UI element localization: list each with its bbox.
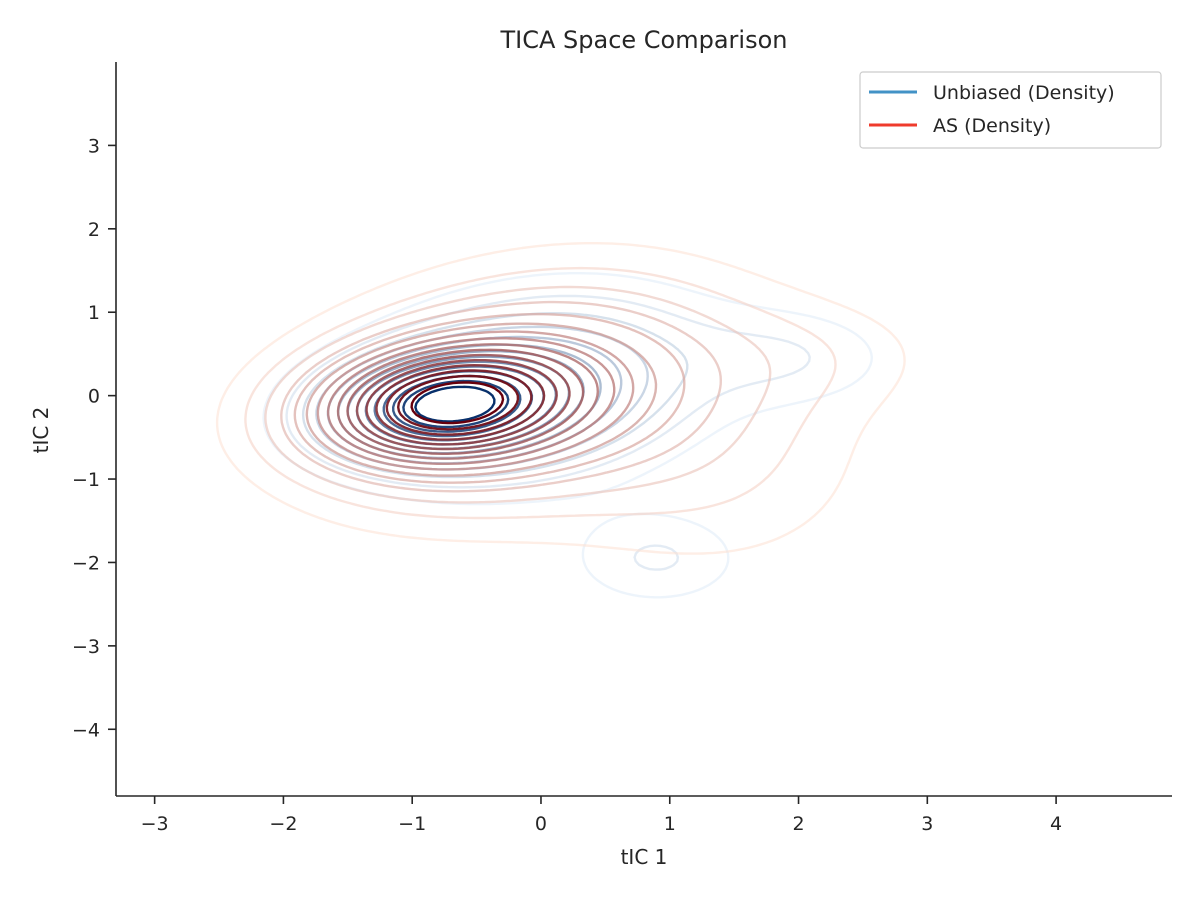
y-tick-label: 0 [88, 386, 100, 408]
legend-label-as: AS (Density) [933, 115, 1051, 137]
y-tick-label: −2 [72, 552, 100, 574]
contour-level [410, 381, 505, 425]
legend-box [859, 71, 1162, 149]
contour-level [402, 379, 510, 429]
x-axis-label: tIC 1 [621, 845, 668, 869]
x-tick-label: −1 [398, 813, 426, 835]
y-tick-label: 2 [88, 219, 100, 241]
contour-level [397, 374, 520, 431]
contour-level [365, 359, 558, 446]
contour-layer [215, 242, 906, 599]
y-tick-label: 1 [88, 302, 100, 324]
x-tick-label: 3 [921, 813, 933, 835]
x-ticks: −3 −2 −1 0 1 2 3 4 [141, 796, 1062, 835]
y-tick-label: −4 [72, 719, 100, 741]
axes [115, 62, 1172, 797]
contour-series-1 [215, 242, 906, 555]
contour-level [346, 348, 585, 455]
contour-series-0 [262, 272, 873, 599]
contour-level [280, 300, 722, 493]
contour-level [262, 272, 873, 599]
y-ticks: −4 −3 −2 −1 0 1 2 3 [72, 135, 116, 741]
contour-level [305, 322, 658, 477]
contour-level [355, 353, 571, 451]
legend-label-unbiased: Unbiased (Density) [933, 82, 1115, 104]
x-tick-label: −2 [269, 813, 297, 835]
x-tick-label: 2 [792, 813, 804, 835]
contour-level [414, 385, 496, 423]
y-tick-label: 3 [88, 135, 100, 157]
contour-level [326, 337, 616, 465]
y-axis-label: tIC 2 [29, 407, 53, 454]
chart-title: TICA Space Comparison [499, 26, 787, 54]
contour-level [385, 369, 533, 436]
contour-level [316, 330, 635, 471]
contour-level [293, 312, 686, 484]
contour-level [375, 364, 546, 441]
contour-level [215, 242, 906, 555]
y-tick-label: −3 [72, 636, 100, 658]
x-tick-label: 4 [1050, 813, 1062, 835]
contour-level [244, 266, 837, 520]
x-tick-label: −3 [141, 813, 169, 835]
y-tick-label: −1 [72, 469, 100, 491]
x-tick-label: 0 [535, 813, 547, 835]
contour-level [264, 285, 772, 504]
legend: Unbiased (Density) AS (Density) [859, 71, 1162, 149]
x-tick-label: 1 [664, 813, 676, 835]
contour-level [336, 343, 599, 460]
